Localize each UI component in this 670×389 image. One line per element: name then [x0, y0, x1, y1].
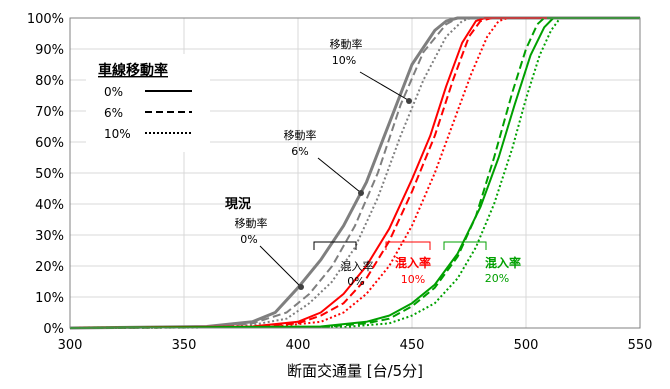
x-axis-label: 断面交通量 [台/5分] [287, 362, 423, 380]
pointer-current [259, 245, 301, 287]
x-tick-label: 300 [58, 338, 83, 353]
annotation-mix10-title: 混入率 [395, 255, 431, 270]
series-line-mix0-move6 [69, 17, 640, 329]
y-tick-label: 60% [35, 136, 64, 151]
annotation-move0-value: 0% [240, 233, 257, 246]
legend: 車線移動率 0% 6% 10% [86, 54, 210, 152]
y-tick-label: 80% [35, 74, 64, 89]
series-line-mix20-move6 [69, 17, 640, 329]
plot-area-border [69, 17, 641, 329]
series-line-mix20-move0 [69, 17, 640, 329]
series-layer [69, 16, 640, 330]
bracket-mix20 [443, 241, 487, 250]
bracket-mix0 [313, 241, 357, 250]
y-tick-label: 100% [27, 12, 64, 27]
annotation-move6-value: 6% [291, 145, 308, 158]
pointer-move6 [317, 157, 361, 193]
annotation-mix20-value: 20% [485, 272, 509, 285]
x-tick-label: 550 [628, 338, 653, 353]
legend-label-0: 0% [104, 85, 123, 99]
x-tick-label: 500 [514, 338, 539, 353]
annotation-mix20-title: 混入率 [485, 255, 521, 270]
pointer-dot-move10 [406, 98, 412, 104]
y-tick-label: 90% [35, 43, 64, 58]
x-tick-label: 350 [172, 338, 197, 353]
annotation-move10-title: 移動率 [330, 37, 363, 51]
y-tick-label: 20% [35, 260, 64, 275]
y-tick-label: 30% [35, 229, 64, 244]
legend-title: 車線移動率 [98, 62, 168, 79]
bracket-mix10 [385, 241, 431, 250]
y-tick-label: 10% [35, 291, 64, 306]
annotation-move10-value: 10% [332, 54, 356, 67]
annotation-mix0-title: 混入率 [341, 259, 374, 273]
series-line-mix0-move0 [69, 16, 640, 330]
legend-label-6: 6% [104, 106, 123, 120]
legend-label-10: 10% [104, 127, 131, 141]
annotation-move6-title: 移動率 [284, 128, 317, 142]
series-line-mix10-move6 [69, 17, 640, 329]
annotation-move0-title: 移動率 [235, 216, 268, 230]
tick-labels: 0% 10% 20% 30% 40% 50% 60% 70% 80% 90% 100% 300 350 4… [27, 12, 653, 353]
annotation-current: 現況 [225, 196, 251, 212]
pointer-dot-current [298, 284, 304, 290]
annotations: 現況 移動率 0% 移動率 6% 移動率 10% 混入率 0% 混入率 10% … [225, 37, 521, 288]
pointer-dot-move6 [358, 190, 364, 196]
pointer-move10 [359, 71, 409, 101]
series-line-mix10-move0 [69, 17, 640, 329]
annotation-mix10-value: 10% [401, 273, 425, 286]
annotation-pointers [259, 71, 412, 290]
y-tick-label: 0% [43, 322, 64, 337]
x-tick-label: 400 [286, 338, 311, 353]
y-tick-label: 70% [35, 105, 64, 120]
x-tick-label: 450 [400, 338, 425, 353]
y-tick-label: 50% [35, 167, 64, 182]
legend-box [86, 54, 210, 152]
y-tick-label: 40% [35, 198, 64, 213]
annotation-mix0-value: 0% [347, 275, 364, 288]
mix-rate-brackets [313, 241, 487, 250]
